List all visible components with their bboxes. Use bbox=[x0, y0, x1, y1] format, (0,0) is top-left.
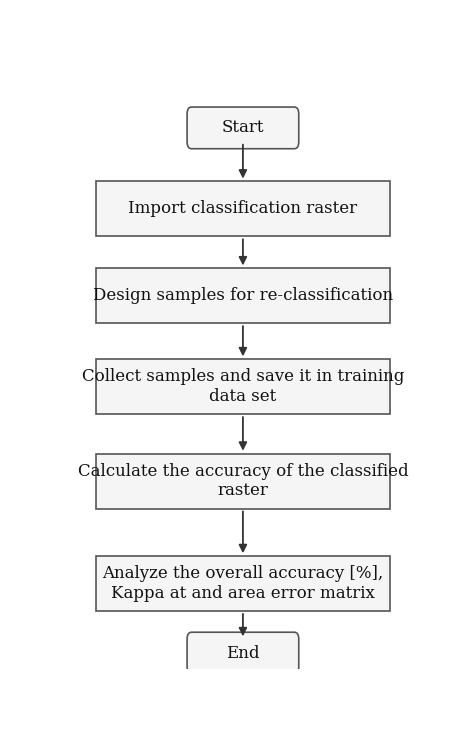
Text: Start: Start bbox=[222, 120, 264, 136]
Text: Analyze the overall accuracy [%],
Kappa at and area error matrix: Analyze the overall accuracy [%], Kappa … bbox=[102, 566, 383, 602]
Text: End: End bbox=[226, 644, 260, 662]
FancyBboxPatch shape bbox=[187, 632, 299, 674]
Text: Calculate the accuracy of the classified
raster: Calculate the accuracy of the classified… bbox=[78, 462, 408, 499]
FancyBboxPatch shape bbox=[96, 359, 390, 414]
Text: Import classification raster: Import classification raster bbox=[128, 201, 357, 217]
Text: Design samples for re-classification: Design samples for re-classification bbox=[93, 287, 393, 305]
Text: Collect samples and save it in training
data set: Collect samples and save it in training … bbox=[82, 368, 404, 405]
FancyBboxPatch shape bbox=[96, 556, 390, 611]
FancyBboxPatch shape bbox=[96, 453, 390, 508]
FancyBboxPatch shape bbox=[96, 181, 390, 236]
FancyBboxPatch shape bbox=[187, 107, 299, 149]
FancyBboxPatch shape bbox=[96, 268, 390, 323]
